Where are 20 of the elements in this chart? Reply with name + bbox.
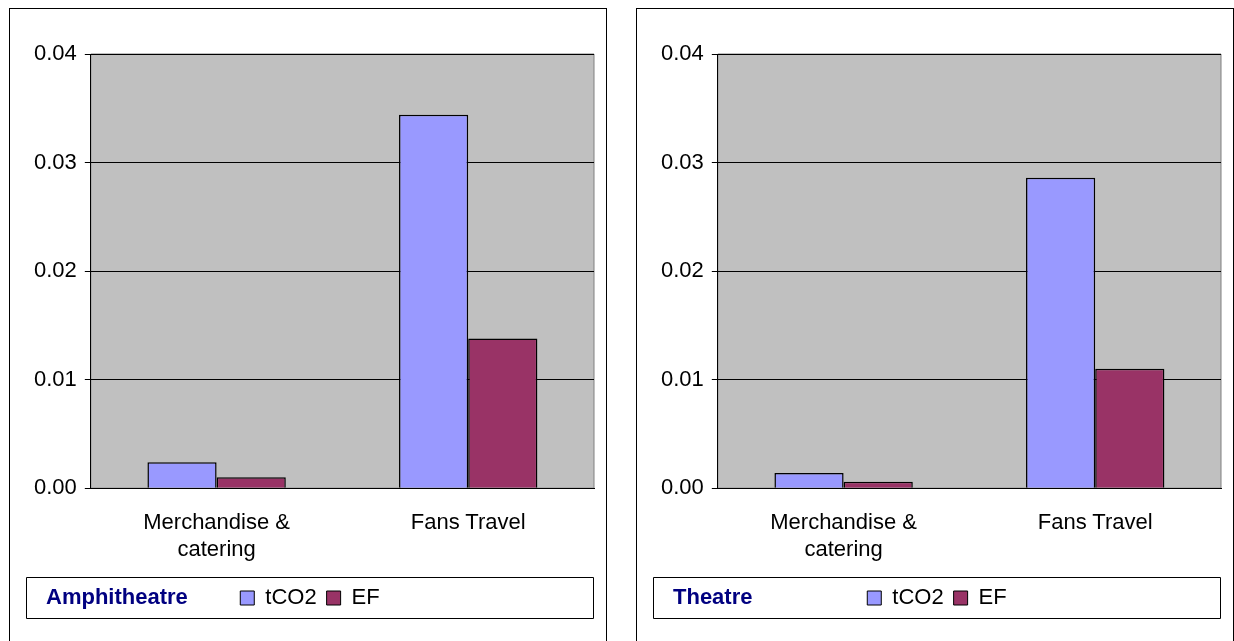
x-tick-label: Fans Travel xyxy=(1037,509,1153,535)
legend-label: tCO2 xyxy=(265,584,317,610)
y-tick-label: 0.01 xyxy=(660,365,704,391)
text: Theatre xyxy=(673,584,753,610)
legend-label: EF xyxy=(351,584,380,610)
x-tick-label: Merchandise & catering xyxy=(143,509,291,561)
y-tick-label: 0.04 xyxy=(660,40,704,66)
y-tick-label: 0.01 xyxy=(33,365,77,391)
y-tick-label: 0.03 xyxy=(33,148,77,174)
y-tick-label: 0.04 xyxy=(33,40,77,66)
text: Amphitheatre xyxy=(46,584,188,610)
y-tick-label: 0.02 xyxy=(33,257,77,283)
y-tick-label: 0.03 xyxy=(660,148,704,174)
legend-label: EF xyxy=(978,584,1007,610)
legend-label: tCO2 xyxy=(892,584,944,610)
x-tick-label: Merchandise & catering xyxy=(770,509,918,561)
y-tick-label: 0.02 xyxy=(660,257,704,283)
y-tick-label: 0.00 xyxy=(660,474,704,500)
x-tick-label: Fans Travel xyxy=(410,509,526,535)
y-tick-label: 0.00 xyxy=(33,474,77,500)
